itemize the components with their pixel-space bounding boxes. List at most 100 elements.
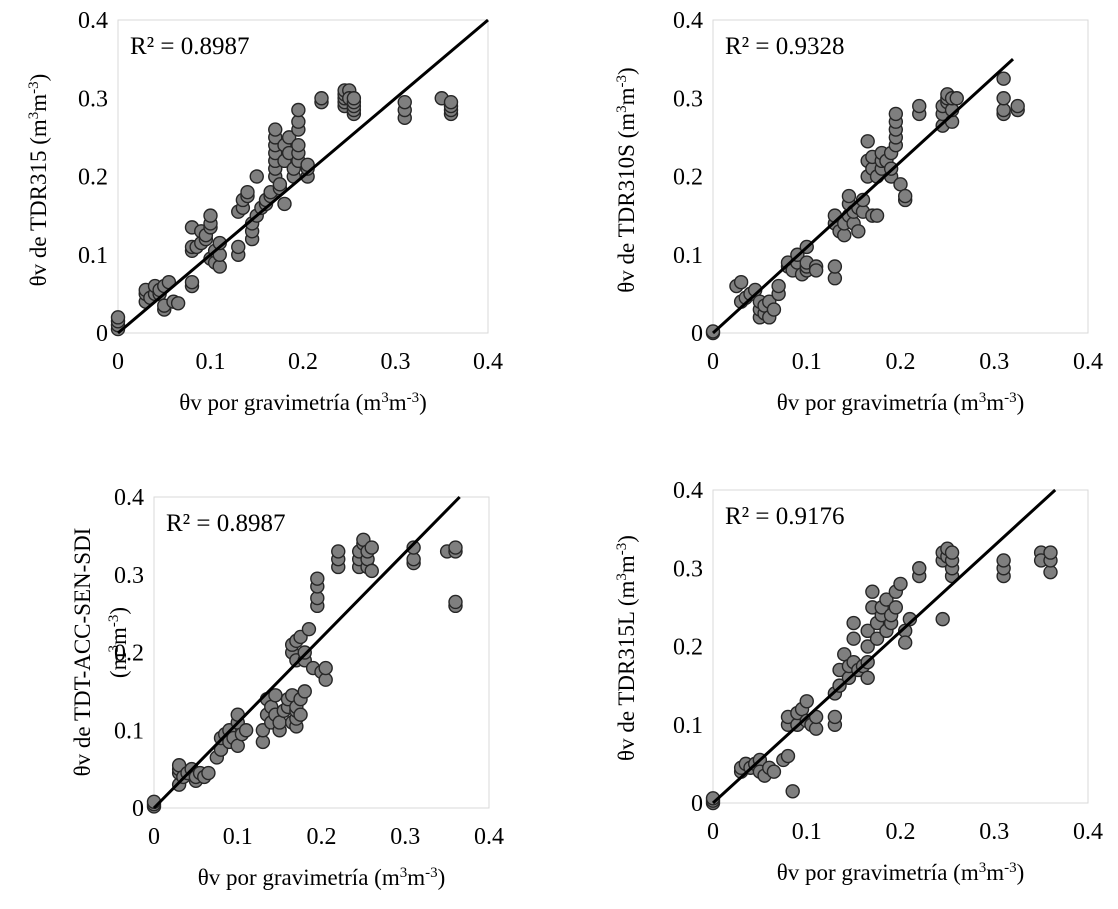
data-point <box>866 585 879 598</box>
data-point <box>997 72 1010 85</box>
y-axis-unit-exp: -3 <box>614 75 630 88</box>
x-tick-label: 0.3 <box>390 824 420 850</box>
data-point <box>889 601 902 614</box>
data-point <box>278 197 291 210</box>
x-axis-label: θv por gravimetría (m3m-3) <box>777 860 1025 885</box>
y-axis-paren: ) <box>614 67 639 75</box>
y-tick-label: 0 <box>132 796 144 822</box>
x-tick-label: 0.1 <box>223 824 253 850</box>
y-axis-unit-exp: 3 <box>26 112 42 120</box>
data-point <box>449 595 462 608</box>
r-squared-label: R² = 0.8987 <box>130 33 250 60</box>
x-axis-paren: ) <box>1017 860 1025 885</box>
data-point <box>204 209 217 222</box>
y-tick-label: 0.2 <box>78 165 108 191</box>
x-axis-unit-exp: -3 <box>407 390 420 406</box>
data-point <box>292 103 305 116</box>
y-axis-label: θv de TDT-ACC-SEN-SDI <box>70 528 95 777</box>
x-tick-label: 0.1 <box>792 349 822 375</box>
data-points <box>707 72 1025 339</box>
x-axis-unit-exp: 3 <box>979 390 987 406</box>
data-point <box>311 572 324 585</box>
data-point <box>1044 546 1057 559</box>
x-tick-label: 0.1 <box>196 349 226 375</box>
data-point <box>828 710 841 723</box>
data-point <box>828 260 841 273</box>
y-axis-unit: m <box>106 627 131 645</box>
data-point <box>365 541 378 554</box>
y-axis-unit-exp: -3 <box>106 615 122 628</box>
data-point <box>889 107 902 120</box>
data-point <box>445 96 458 109</box>
y-axis-label-text: θv de TDR315L ( <box>614 599 639 761</box>
data-point <box>767 303 780 316</box>
data-point <box>772 280 785 293</box>
x-axis-label-text: θv por gravimetría ( <box>777 390 961 415</box>
data-point <box>365 564 378 577</box>
y-axis-label: θv de TDR315L (m3m-3) <box>614 535 639 761</box>
x-tick-label: 0.2 <box>886 349 916 375</box>
y-tick-label: 0.1 <box>114 718 144 744</box>
data-point <box>292 139 305 152</box>
x-tick-label: 0.2 <box>886 819 916 845</box>
y-tick-label: 0 <box>96 321 108 347</box>
y-axis-unit: m <box>614 581 639 599</box>
data-point <box>847 617 860 630</box>
data-point <box>861 135 874 148</box>
x-axis-unit: m <box>407 865 425 890</box>
plot-area <box>713 20 1088 333</box>
data-point <box>767 765 780 778</box>
plot-area <box>154 497 489 808</box>
y-tick-label: 0.4 <box>78 8 108 34</box>
data-point <box>810 264 823 277</box>
data-point <box>241 186 254 199</box>
x-axis-unit: m <box>961 390 979 415</box>
y-tick-label: 0.3 <box>673 86 703 112</box>
x-axis-label-text: θv por gravimetría ( <box>179 390 363 415</box>
x-tick-label: 0 <box>148 824 160 850</box>
trendline <box>713 490 1055 803</box>
r-squared-label: R² = 0.8987 <box>166 510 286 537</box>
y-tick-label: 0.1 <box>78 243 108 269</box>
data-point <box>269 123 282 136</box>
x-tick-label: 0.4 <box>1073 819 1103 845</box>
data-point <box>842 190 855 203</box>
y-tick-label: 0.4 <box>673 478 703 504</box>
y-axis-unit-open: ( <box>106 670 131 678</box>
data-points <box>148 533 463 813</box>
data-point <box>735 276 748 289</box>
y-axis-label-text: θv de TDR315 ( <box>26 137 51 286</box>
x-tick-label: 0.3 <box>979 349 1009 375</box>
data-point <box>250 170 263 183</box>
y-axis-unit-exp: 3 <box>614 573 630 581</box>
y-axis-unit-exp: -3 <box>26 81 42 94</box>
y-tick-label: 0.1 <box>673 713 703 739</box>
x-axis-label: θv por gravimetría (m3m-3) <box>179 390 427 415</box>
data-point <box>315 92 328 105</box>
data-point <box>946 546 959 559</box>
data-point <box>847 632 860 645</box>
r-squared-label: R² = 0.9176 <box>725 503 845 530</box>
data-point <box>871 209 884 222</box>
y-axis-paren: ) <box>614 535 639 543</box>
data-point <box>112 311 125 324</box>
y-axis-label: θv de TDR310S (m3m-3) <box>614 67 639 292</box>
r-squared-label: R² = 0.9328 <box>725 33 845 60</box>
trendline <box>713 59 1013 333</box>
trendline <box>154 497 460 808</box>
data-point <box>786 785 799 798</box>
x-axis-unit: m <box>961 860 979 885</box>
chart-panel-2: 00.10.20.30.40 0.1 0.2 0.3 0.4θv por gravime… <box>614 8 1103 415</box>
data-point <box>899 190 912 203</box>
chart-panel-4: 0 0.1 0.2 0.3 0.4 0 0.1 0.2 0.3 0.4 θv por gravime… <box>614 478 1103 885</box>
y-tick-label: 0.2 <box>673 635 703 661</box>
x-axis-unit-exp: -3 <box>425 865 438 881</box>
x-axis-unit: m <box>382 865 400 890</box>
y-tick-label: 0.3 <box>114 563 144 589</box>
data-point <box>398 96 411 109</box>
x-axis-unit-exp: 3 <box>400 865 408 881</box>
data-point <box>1011 100 1024 113</box>
data-point <box>347 92 360 105</box>
data-point <box>936 613 949 626</box>
